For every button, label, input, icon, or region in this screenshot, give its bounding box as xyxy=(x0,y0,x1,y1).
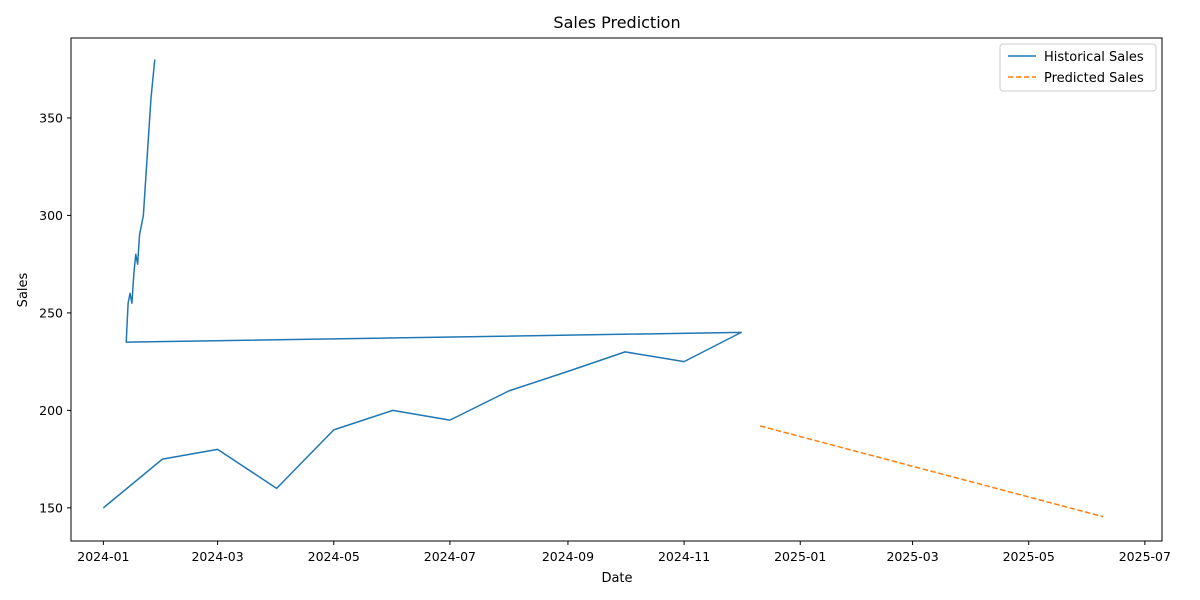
plot-frame xyxy=(70,37,1163,542)
y-tick-label: 150 xyxy=(39,500,63,515)
plot-lines xyxy=(102,59,1104,518)
y-tick-label: 200 xyxy=(39,403,63,418)
x-axis-ticks: 2024-01 2024-03 2024-05 2024-07 2024-09 2024-… xyxy=(77,541,1171,564)
y-axis-title: Sales xyxy=(16,272,31,307)
y-tick-label: 250 xyxy=(39,305,63,320)
x-tick-label: 2025-01 xyxy=(774,549,826,564)
historical-sales-line xyxy=(102,59,742,509)
predicted-sales-line xyxy=(760,425,1104,518)
chart-title: Sales Prediction xyxy=(553,13,680,32)
y-tick-label: 300 xyxy=(39,208,63,223)
x-tick-label: 2024-11 xyxy=(658,549,710,564)
x-tick-label: 2024-09 xyxy=(542,549,594,564)
legend-box xyxy=(999,43,1157,92)
x-tick-label: 2025-05 xyxy=(1003,549,1055,564)
x-tick-label: 2024-01 xyxy=(77,549,129,564)
y-tick-label: 350 xyxy=(39,110,63,125)
legend: Historical Sales Predicted Sales xyxy=(999,43,1157,92)
x-axis-title: Date xyxy=(601,571,632,586)
x-tick-label: 2025-03 xyxy=(886,549,938,564)
x-tick-label: 2024-07 xyxy=(424,549,476,564)
legend-label-historical: Historical Sales xyxy=(1044,50,1144,65)
x-tick-label: 2025-07 xyxy=(1119,549,1171,564)
legend-label-predicted: Predicted Sales xyxy=(1044,71,1144,86)
x-tick-label: 2024-03 xyxy=(191,549,243,564)
y-axis-ticks: 150 200 250 300 350 xyxy=(39,110,71,515)
x-tick-label: 2024-05 xyxy=(308,549,360,564)
